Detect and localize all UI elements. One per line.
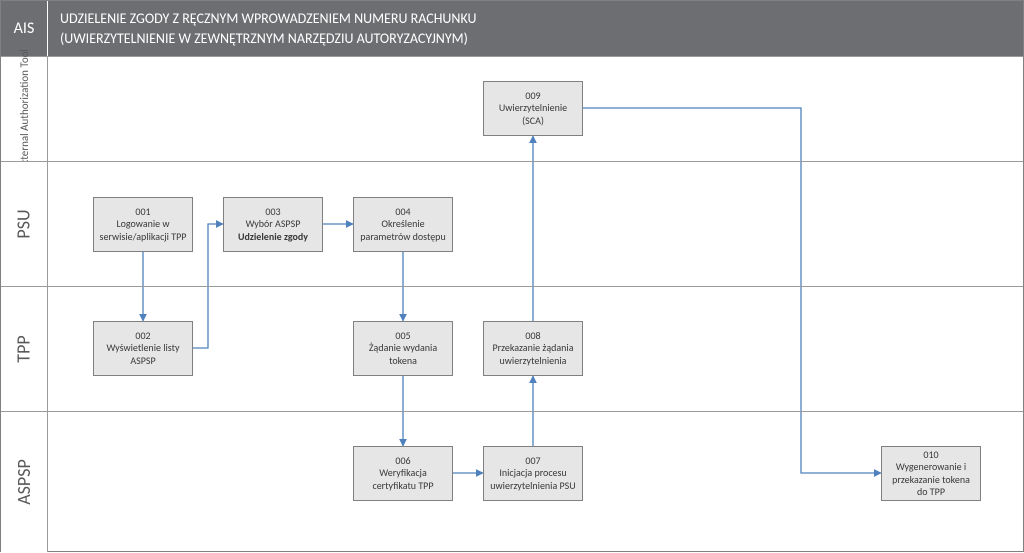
node-label: Uwierzytelnienie (SCA): [488, 102, 578, 127]
node-label: Żądanie wydania tokena: [358, 342, 448, 367]
node-label: Weryfikacja certyfikatu TPP: [358, 467, 448, 492]
lane-label-aspsp: ASPSP: [1, 411, 48, 552]
node-010: 010Wygenerowanie i przekazanie tokena do…: [881, 446, 981, 501]
node-008: 008Przekazanie żądania uwierzytelnienia: [483, 321, 583, 376]
node-label: Przekazanie żądania uwierzytelnienia: [488, 342, 578, 367]
lane-label-ext: External Authorization Tool: [1, 56, 48, 161]
node-label: Wyświetlenie listy ASPSP: [98, 342, 188, 367]
node-009: 009Uwierzytelnienie (SCA): [483, 81, 583, 136]
node-label: Wygenerowanie i przekazanie tokena do TP…: [886, 461, 976, 499]
edge-n009-n010: [583, 108, 881, 473]
node-label: Logowanie w serwisie/aplikacji TPP: [98, 218, 188, 243]
node-label: Wybór ASPSPUdzielenie zgody: [238, 218, 308, 243]
header-title-line1: UDZIELENIE ZGODY Z RĘCZNYM WPROWADZENIEM…: [60, 9, 1011, 29]
header-title-line2: (UWIERZYTELNIENIE W ZEWNĘTRZNYM NARZĘDZI…: [60, 29, 1011, 49]
node-006: 006Weryfikacja certyfikatu TPP: [353, 446, 453, 501]
node-002: 002Wyświetlenie listy ASPSP: [93, 321, 193, 376]
header-corner: AIS: [1, 1, 48, 56]
node-label: Inicjacja procesu uwierzytelnienia PSU: [488, 467, 578, 492]
header-title: UDZIELENIE ZGODY Z RĘCZNYM WPROWADZENIEM…: [48, 1, 1023, 56]
node-003: 003Wybór ASPSPUdzielenie zgody: [223, 197, 323, 252]
lane-label-tpp: TPP: [1, 286, 48, 411]
swimlane-diagram: AIS UDZIELENIE ZGODY Z RĘCZNYM WPROWADZE…: [0, 0, 1024, 552]
lane-label-psu: PSU: [1, 161, 48, 286]
node-001: 001Logowanie w serwisie/aplikacji TPP: [93, 197, 193, 252]
node-004: 004Określenie parametrów dostępu: [353, 197, 453, 252]
lane-separator: [48, 411, 1023, 412]
node-007: 007Inicjacja procesu uwierzytelnienia PS…: [483, 446, 583, 501]
lane-separator: [48, 56, 1023, 57]
node-label: Określenie parametrów dostępu: [358, 218, 448, 243]
diagram-header: AIS UDZIELENIE ZGODY Z RĘCZNYM WPROWADZE…: [1, 1, 1023, 56]
node-005: 005Żądanie wydania tokena: [353, 321, 453, 376]
lane-separator: [48, 286, 1023, 287]
lane-separator: [48, 161, 1023, 162]
